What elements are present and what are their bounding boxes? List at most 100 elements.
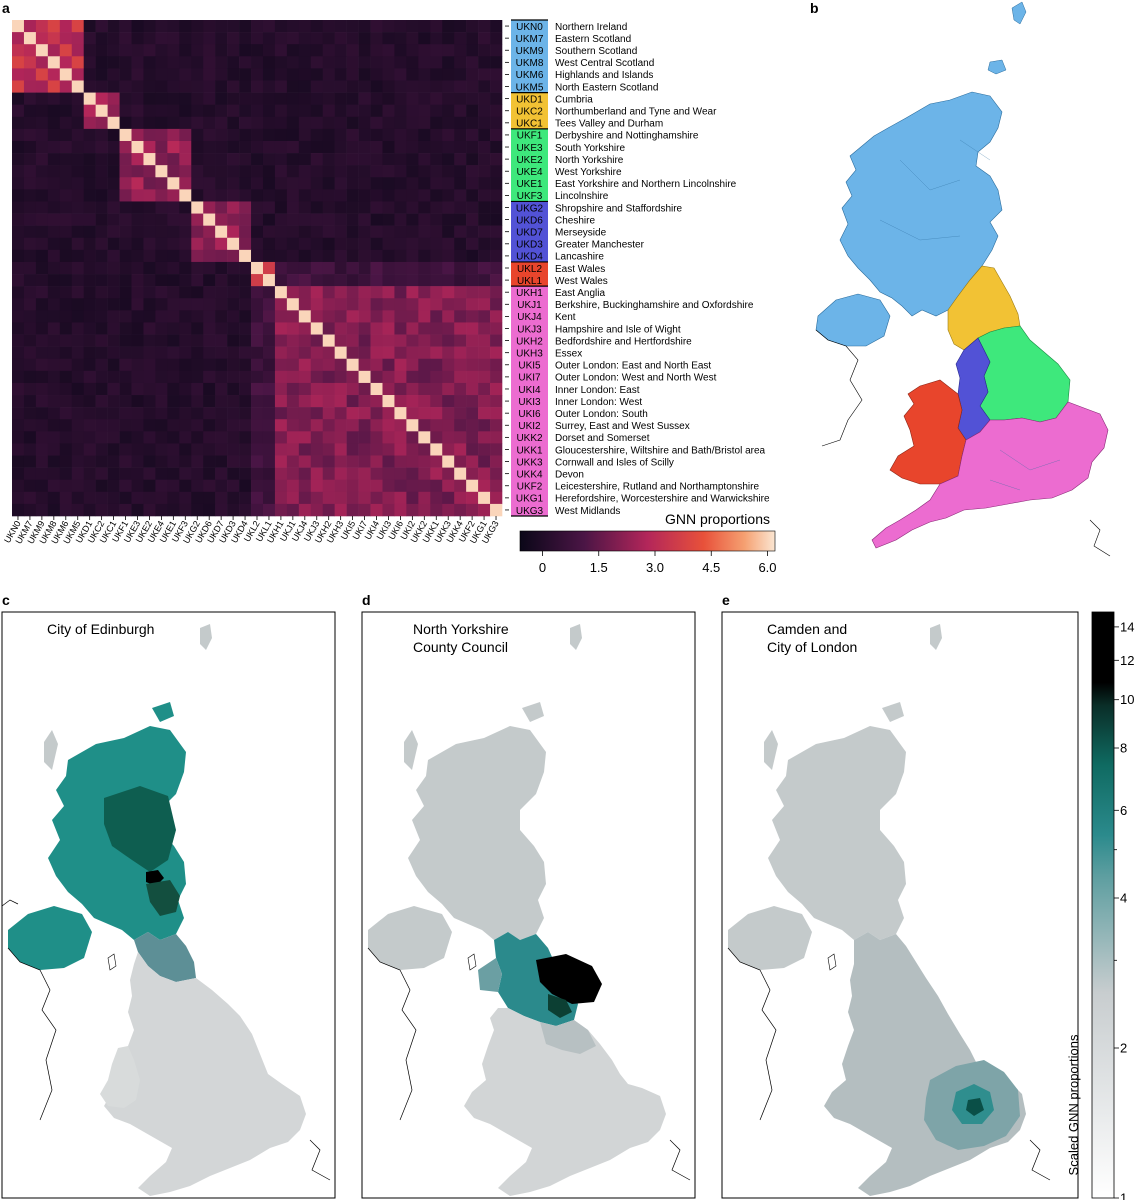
heatmap-cell [418,140,431,154]
heatmap-cell [143,56,156,69]
heatmap-cell [358,237,371,251]
heatmap-cell [466,237,479,251]
gnn-colorbar: GNN proportions 0 1.5 3.0 4.5 6.0 [519,511,777,575]
heatmap-cell [346,286,359,299]
heatmap-cell [442,80,455,93]
heatmap-cell [251,68,264,81]
heatmap-cell [119,479,132,493]
heatmap-row-name: South Yorkshire [555,143,625,154]
heatmap-cell [406,407,419,420]
heatmap-cell [251,346,264,360]
heatmap-cell [23,479,37,493]
heatmap-cell [59,201,73,214]
heatmap-cell [71,237,85,251]
heatmap-cell [215,467,228,481]
heatmap-cell [107,298,120,311]
heatmap-cell [191,346,204,360]
heatmap-cell [23,286,37,299]
heatmap-cell [334,56,347,69]
heatmap-cell [454,32,467,45]
heatmap-cell [322,479,335,493]
heatmap-column-labels: UKN0UKM7UKM9UKM8UKM6UKM5UKD1UKC2UKC1UKF1… [2,516,501,546]
heatmap-cell [239,298,252,311]
heatmap-cell [239,249,252,263]
heatmap-cell [95,189,108,202]
heatmap-cell [95,128,108,142]
heatmap-cell [286,358,300,372]
heatmap-cell [12,201,25,214]
heatmap-cell [478,213,491,226]
heatmap-cell [274,455,288,468]
heatmap-row-code: UKI2 [518,421,541,432]
heatmap-cell [35,68,49,81]
heatmap-cell [274,104,288,118]
heatmap-cell [12,128,25,142]
heatmap-cell [430,189,443,202]
heatmap-cell [418,370,431,384]
heatmap-cell [191,80,204,93]
heatmap-cell [310,261,324,275]
heatmap-cell [83,189,96,202]
heatmap-cell [382,116,395,130]
heatmap-cell [286,128,300,142]
heatmap-cell [454,80,467,93]
heatmap-cell [155,201,168,214]
heatmap-cell [59,116,73,130]
heatmap-group-box [511,286,548,516]
heatmap-cell [215,153,228,166]
heatmap-cell [466,213,479,226]
heatmap-cell [167,128,180,142]
heatmap-cell [131,370,144,384]
heatmap-cell [251,455,264,468]
heatmap-cell [454,382,467,396]
heatmap-cell [370,20,383,33]
heatmap-cell [95,491,108,505]
heatmap-cell [107,419,120,432]
heatmap-cell [179,443,192,456]
map-b-north [947,265,1021,351]
heatmap-cell [454,503,467,517]
heatmap-cell [490,395,503,408]
heatmap-cell [47,80,61,93]
heatmap-cell [298,286,312,299]
heatmap-cell [478,140,491,154]
heatmap-cell [143,32,156,45]
heatmap-cell [155,310,168,323]
heatmap-cell [490,370,503,384]
heatmap-cell [358,213,371,226]
heatmap-cell [155,261,168,275]
heatmap-cell [382,68,395,81]
heatmap-cell [322,370,335,384]
heatmap-cell [454,20,467,33]
heatmap-cell [466,431,479,444]
heatmap-cell [370,92,383,105]
heatmap-cell [370,177,383,190]
map-c-lewis [44,730,58,770]
heatmap-cell [191,104,204,118]
heatmap-cell [442,382,455,396]
heatmap-cell [454,201,467,214]
heatmap-cell [12,213,25,226]
heatmap-cell [442,286,455,299]
heatmap-cell [262,261,276,275]
heatmap-cell [262,140,276,154]
heatmap-cell [191,128,204,142]
heatmap-row-code: UKD4 [516,252,543,263]
heatmap-cell [95,165,108,178]
heatmap-cell [95,479,108,493]
heatmap-cell [406,261,419,275]
heatmap-cell [382,322,395,335]
heatmap-cell [418,20,431,33]
heatmap-cell [59,225,73,239]
heatmap-cell [191,467,204,481]
heatmap-cell [322,455,335,468]
heatmap-cell [155,153,168,166]
heatmap-cell [107,370,120,384]
heatmap-cell [310,56,324,69]
heatmap-cell [167,479,180,493]
heatmap-cell [143,177,156,190]
heatmap-cell [59,419,73,432]
heatmap-cell [131,467,144,481]
heatmap-cell [143,407,156,420]
